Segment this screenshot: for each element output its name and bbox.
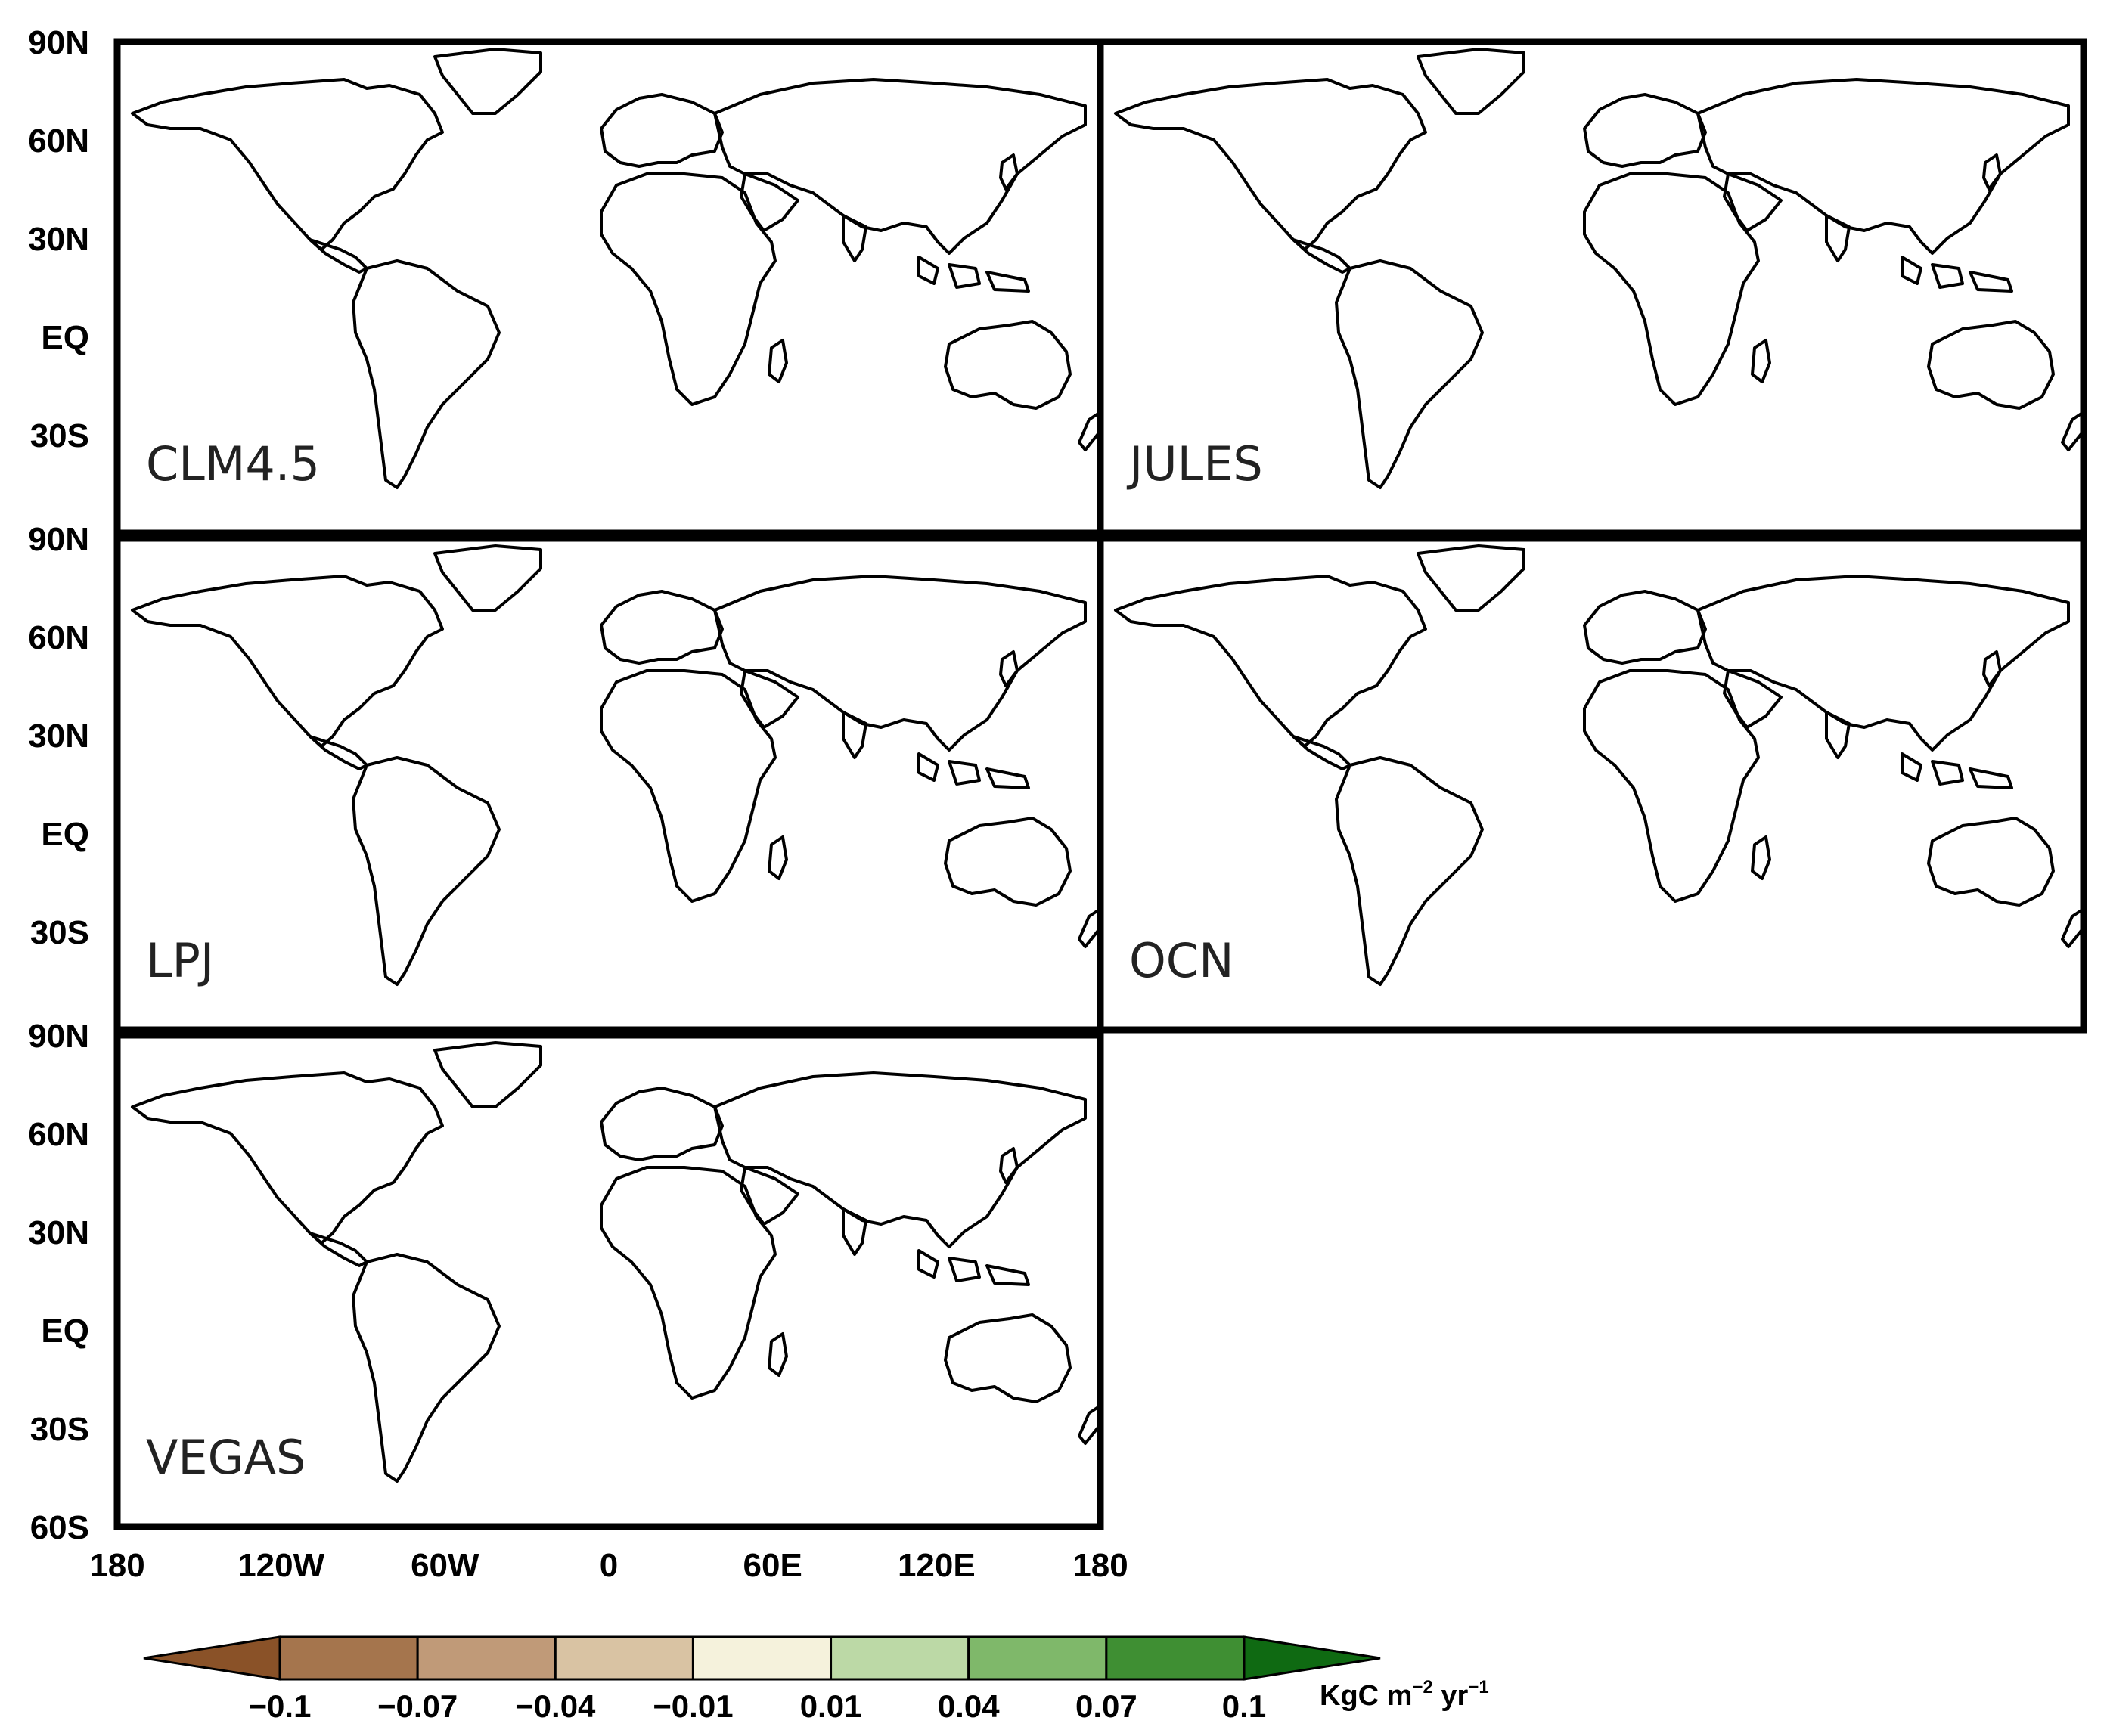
longitude-axis-labels: 180 120W 60W 0 60E 120E 180 (89, 1547, 1128, 1584)
lat-tick-label: 60N (28, 122, 89, 160)
ocean-background (117, 42, 1100, 533)
colorbar: −0.1 −0.07 −0.04 −0.01 0.01 0.04 0.07 0.1 KgC m… (143, 1635, 1489, 1724)
colorbar-extend-high (1243, 1635, 1381, 1681)
colorbar-tick-label: 0.1 (1222, 1688, 1266, 1724)
map-panels: CLM4.5 JULES LPJ OCN VEGAS (113, 38, 2087, 1530)
panel-frame (113, 1031, 1104, 1530)
lat-tick-label: EQ (41, 1313, 89, 1350)
lon-tick-label: 0 (600, 1547, 618, 1584)
colorbar-tick-label: −0.01 (653, 1688, 733, 1724)
lat-tick-label: 90N (28, 24, 89, 61)
colorbar-unit: KgC m−2 yr−1 (1320, 1677, 1489, 1712)
lat-tick-label: 90N (28, 521, 89, 558)
colorbar-swatch (830, 1635, 970, 1681)
map-panel-clm45: CLM4.5 (113, 38, 1104, 537)
map-panel-ocn: OCN (1097, 535, 2087, 1034)
model-label: JULES (1126, 436, 1263, 491)
colorbar-swatch (1105, 1635, 1246, 1681)
colorbar-swatch (967, 1635, 1108, 1681)
unit-exponent-1: −2 (1412, 1677, 1432, 1697)
lat-tick-label: 60N (28, 1116, 89, 1153)
ocean-background (117, 538, 1100, 1030)
colorbar-extend-low (143, 1635, 281, 1681)
lat-tick-label: 30N (28, 718, 89, 755)
ocean-background (1100, 538, 2084, 1030)
model-label: CLM4.5 (146, 436, 320, 491)
map-panel-lpj: LPJ (113, 535, 1104, 1034)
lat-tick-label: EQ (41, 319, 89, 356)
lat-tick-label: EQ (41, 816, 89, 853)
lat-tick-label: 30S (30, 417, 89, 454)
colorbar-swatches (143, 1635, 1381, 1681)
latitude-axis-labels: 90N 60N 30N EQ 30S 90N 60N 30N EQ 30S 90N 60N 30N EQ 3… (28, 24, 89, 1546)
ocean-background (1100, 42, 2084, 533)
colorbar-tick-label: 0.01 (800, 1688, 862, 1724)
lat-tick-label: 60S (30, 1509, 89, 1546)
lat-tick-label: 30N (28, 1214, 89, 1251)
unit-exponent-2: −1 (1468, 1677, 1488, 1697)
lon-tick-label: 60W (411, 1547, 479, 1584)
colorbar-swatch (416, 1635, 557, 1681)
panel-frame (1097, 38, 2087, 537)
map-panel-vegas: VEGAS (113, 1031, 1104, 1530)
panel-frame (1097, 535, 2087, 1034)
lon-tick-label: 60E (743, 1547, 802, 1584)
colorbar-swatch (691, 1635, 833, 1681)
unit-mid: yr (1433, 1680, 1469, 1712)
colorbar-tick-labels: −0.1 −0.07 −0.04 −0.01 0.01 0.04 0.07 0.1 (249, 1688, 1267, 1724)
model-label: VEGAS (146, 1430, 306, 1485)
lon-tick-label: 120W (237, 1547, 324, 1584)
colorbar-tick-label: 0.04 (938, 1688, 1000, 1724)
ocean-background (117, 1035, 1100, 1527)
lon-tick-label: 180 (1072, 1547, 1128, 1584)
lat-tick-label: 30S (30, 1411, 89, 1448)
lon-tick-label: 120E (898, 1547, 976, 1584)
model-label: LPJ (146, 933, 214, 988)
colorbar-tick-label: −0.1 (249, 1688, 312, 1724)
map-panel-jules: JULES (1097, 38, 2087, 537)
lon-tick-label: 180 (89, 1547, 144, 1584)
colorbar-tick-label: −0.04 (515, 1688, 596, 1724)
model-label: OCN (1129, 933, 1233, 988)
lat-tick-label: 30N (28, 221, 89, 258)
unit-base: KgC m (1320, 1680, 1412, 1712)
lat-tick-label: 60N (28, 619, 89, 656)
lat-tick-label: 30S (30, 914, 89, 951)
lat-tick-label: 90N (28, 1018, 89, 1055)
colorbar-swatch (278, 1635, 419, 1681)
colorbar-swatch (554, 1635, 694, 1681)
colorbar-tick-label: −0.07 (377, 1688, 458, 1724)
colorbar-tick-label: 0.07 (1075, 1688, 1137, 1724)
